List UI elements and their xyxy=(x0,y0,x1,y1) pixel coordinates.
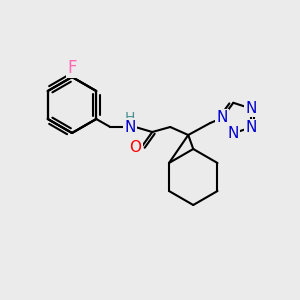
Text: O: O xyxy=(129,140,141,155)
Text: N: N xyxy=(217,110,228,125)
Text: N: N xyxy=(124,119,136,134)
Text: H: H xyxy=(125,111,135,125)
Text: N: N xyxy=(228,126,239,141)
Text: N: N xyxy=(245,120,257,135)
Text: F: F xyxy=(67,59,77,77)
Text: N: N xyxy=(245,101,257,116)
